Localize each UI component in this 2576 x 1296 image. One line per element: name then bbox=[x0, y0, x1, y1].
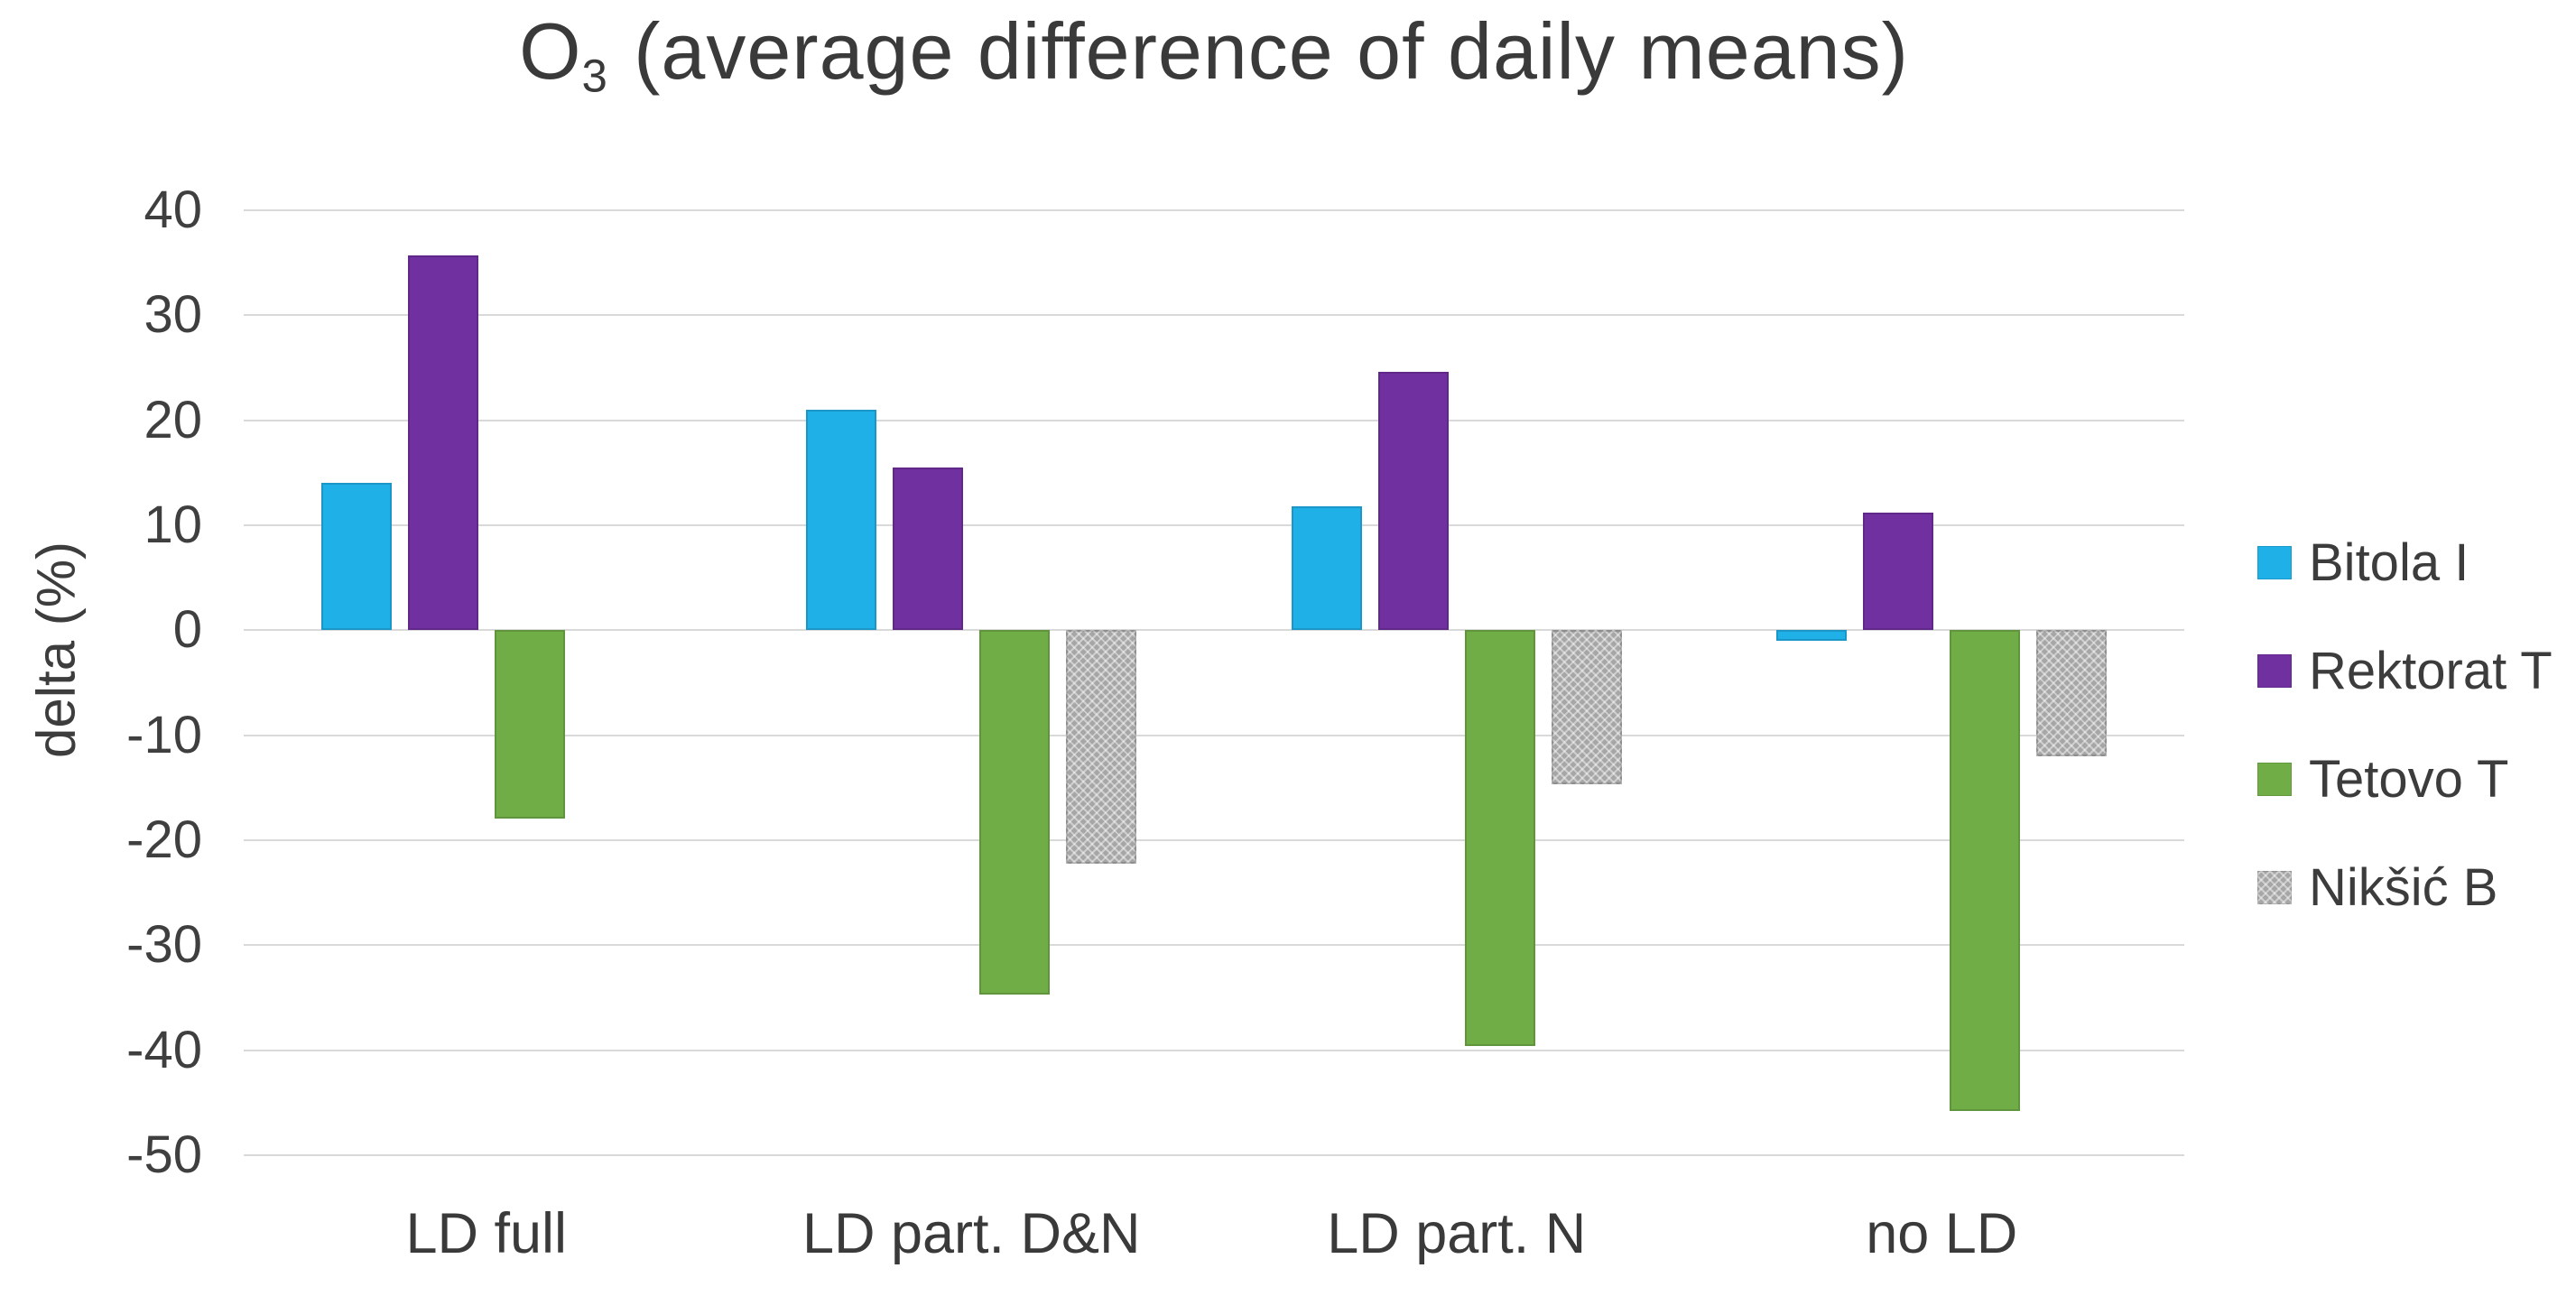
bar-tetovo-t-ld-full bbox=[494, 630, 565, 819]
legend-label-nik-i-b: Nikšić B bbox=[2309, 857, 2498, 917]
bar-nik-i-b-ld-part-n bbox=[1551, 630, 1622, 785]
chart-title-subscript: 3 bbox=[581, 50, 608, 102]
bar-rektorat-t-ld-full bbox=[407, 255, 478, 631]
gridline-20 bbox=[244, 419, 2184, 421]
bar-nik-i-b-ld-part-d-n bbox=[1066, 630, 1137, 864]
gridline--30 bbox=[244, 944, 2184, 947]
chart-title-suffix: (average difference of daily means) bbox=[634, 6, 1909, 96]
gridline-0 bbox=[244, 629, 2184, 632]
bar-bitola-i-ld-part-n bbox=[1291, 506, 1362, 631]
bar-rektorat-t-ld-part-n bbox=[1377, 372, 1449, 631]
y-tick-label--30: -30 bbox=[126, 915, 202, 975]
chart-title-prefix: O bbox=[519, 6, 582, 96]
y-tick-label--40: -40 bbox=[126, 1020, 202, 1079]
gridline--10 bbox=[244, 734, 2184, 736]
y-tick-label-40: 40 bbox=[144, 181, 202, 239]
legend-swatch-icon-tetovo-t bbox=[2257, 762, 2292, 796]
y-tick-label-20: 20 bbox=[144, 390, 202, 449]
gridline-10 bbox=[244, 524, 2184, 526]
bar-nik-i-b-no-ld bbox=[2036, 630, 2108, 756]
y-tick-label--50: -50 bbox=[126, 1125, 202, 1184]
legend-swatch-icon-nik-i-b bbox=[2257, 870, 2292, 904]
legend-label-bitola-i: Bitola I bbox=[2309, 532, 2469, 592]
y-tick-label--20: -20 bbox=[126, 810, 202, 869]
gridline--40 bbox=[244, 1049, 2184, 1051]
x-axis-label-ld-full: LD full bbox=[405, 1202, 568, 1265]
y-tick-label-10: 10 bbox=[144, 495, 202, 554]
x-axis-label-no-ld: no LD bbox=[1866, 1202, 2018, 1265]
legend-swatch-icon-rektorat-t bbox=[2257, 653, 2292, 688]
legend-swatch-icon-bitola-i bbox=[2257, 545, 2292, 579]
bar-rektorat-t-ld-part-d-n bbox=[893, 467, 964, 631]
y-tick-label-30: 30 bbox=[144, 285, 202, 345]
x-axis-label-ld-part-d-n: LD part. D&N bbox=[802, 1202, 1141, 1265]
gridline--20 bbox=[244, 839, 2184, 841]
bar-bitola-i-ld-part-d-n bbox=[806, 410, 877, 631]
chart-title: O3 (average difference of daily means) bbox=[244, 5, 2184, 114]
bar-bitola-i-no-ld bbox=[1776, 630, 1848, 641]
legend: Bitola I Rektorat T Tetovo T Nikšić B bbox=[2257, 533, 2553, 968]
y-tick-label--10: -10 bbox=[126, 705, 202, 764]
bar-tetovo-t-ld-part-n bbox=[1464, 630, 1535, 1046]
legend-item-nik-i-b: Nikšić B bbox=[2257, 858, 2553, 917]
legend-item-rektorat-t: Rektorat T bbox=[2257, 641, 2553, 700]
gridline--50 bbox=[244, 1154, 2184, 1156]
x-axis-label-ld-part-n: LD part. N bbox=[1327, 1202, 1587, 1265]
gridline-40 bbox=[244, 209, 2184, 211]
bar-bitola-i-ld-full bbox=[320, 483, 392, 631]
legend-item-bitola-i: Bitola I bbox=[2257, 533, 2553, 592]
legend-label-rektorat-t: Rektorat T bbox=[2309, 641, 2553, 700]
bar-tetovo-t-ld-part-d-n bbox=[979, 630, 1051, 995]
legend-label-tetovo-t: Tetovo T bbox=[2309, 749, 2509, 809]
y-tick-label-0: 0 bbox=[172, 600, 202, 660]
bar-rektorat-t-no-ld bbox=[1863, 513, 1934, 631]
gridline-30 bbox=[244, 314, 2184, 317]
legend-item-tetovo-t: Tetovo T bbox=[2257, 750, 2553, 809]
bar-tetovo-t-no-ld bbox=[1950, 630, 2021, 1112]
